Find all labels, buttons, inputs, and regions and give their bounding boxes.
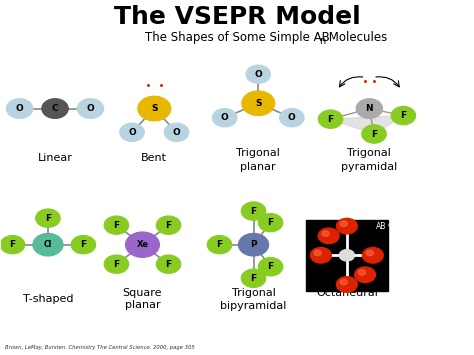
Text: O: O <box>173 128 181 137</box>
Text: F: F <box>9 240 16 249</box>
Text: O: O <box>221 113 228 122</box>
Circle shape <box>212 109 237 127</box>
Text: F: F <box>165 260 172 269</box>
Circle shape <box>318 110 343 129</box>
Circle shape <box>337 218 357 234</box>
Circle shape <box>258 257 283 276</box>
Circle shape <box>36 209 60 227</box>
Text: 6: 6 <box>388 223 392 229</box>
Circle shape <box>340 279 347 285</box>
Circle shape <box>280 109 304 127</box>
Circle shape <box>258 213 283 232</box>
Text: N: N <box>365 104 373 113</box>
Text: C: C <box>52 104 58 113</box>
Text: F: F <box>328 115 334 124</box>
Circle shape <box>358 270 365 275</box>
Circle shape <box>0 235 25 254</box>
Text: S: S <box>255 99 262 108</box>
Text: F: F <box>113 260 119 269</box>
Circle shape <box>242 91 275 116</box>
Circle shape <box>241 202 266 220</box>
Text: Molecules: Molecules <box>325 31 387 44</box>
Ellipse shape <box>359 67 380 92</box>
Circle shape <box>42 99 68 119</box>
Circle shape <box>355 267 375 283</box>
Circle shape <box>126 232 159 257</box>
Circle shape <box>340 221 347 226</box>
Circle shape <box>310 247 331 263</box>
Circle shape <box>77 99 104 119</box>
Circle shape <box>71 235 96 254</box>
Circle shape <box>120 123 145 142</box>
Circle shape <box>362 125 386 143</box>
Circle shape <box>104 255 129 273</box>
Circle shape <box>363 247 383 263</box>
Text: n: n <box>319 36 325 46</box>
Text: F: F <box>250 207 256 215</box>
Text: O: O <box>87 104 94 113</box>
Text: O: O <box>288 113 296 122</box>
Circle shape <box>207 235 232 254</box>
Text: Bent: Bent <box>141 153 167 163</box>
Text: F: F <box>267 218 273 227</box>
Ellipse shape <box>155 73 174 93</box>
Circle shape <box>318 228 339 244</box>
Text: F: F <box>401 111 406 120</box>
Circle shape <box>138 96 171 121</box>
Text: S: S <box>151 104 157 113</box>
Circle shape <box>104 216 129 234</box>
Text: Trigonal: Trigonal <box>347 148 391 158</box>
Text: F: F <box>113 221 119 230</box>
Text: F: F <box>217 240 223 249</box>
Circle shape <box>156 255 181 273</box>
Polygon shape <box>306 220 388 291</box>
Circle shape <box>356 99 383 119</box>
Circle shape <box>337 277 357 292</box>
Text: The VSEPR Model: The VSEPR Model <box>114 5 360 29</box>
Circle shape <box>164 123 189 142</box>
Text: F: F <box>80 240 86 249</box>
Text: O: O <box>16 104 24 113</box>
Text: F: F <box>45 214 51 223</box>
Text: Xe: Xe <box>137 240 148 249</box>
Polygon shape <box>330 116 403 134</box>
Text: Trigonal: Trigonal <box>232 288 275 298</box>
Circle shape <box>6 99 33 119</box>
Circle shape <box>241 269 266 288</box>
Text: Octahedral: Octahedral <box>316 288 378 298</box>
Text: Cl: Cl <box>44 240 52 249</box>
Circle shape <box>238 233 269 256</box>
Ellipse shape <box>135 73 153 93</box>
Circle shape <box>322 231 329 236</box>
Text: Trigonal: Trigonal <box>237 148 280 158</box>
Circle shape <box>246 65 271 83</box>
Text: P: P <box>250 240 257 249</box>
Text: Brown, LeMay, Bursten. Chemistry The Central Science. 2000, page 305: Brown, LeMay, Bursten. Chemistry The Cen… <box>5 345 195 350</box>
Text: F: F <box>267 262 273 271</box>
Circle shape <box>366 250 374 256</box>
Text: T-shaped: T-shaped <box>23 295 73 305</box>
Text: bipyramidal: bipyramidal <box>220 301 287 311</box>
Circle shape <box>33 233 63 256</box>
Text: Square: Square <box>123 288 162 298</box>
Circle shape <box>391 106 416 125</box>
Text: F: F <box>371 130 377 138</box>
Text: F: F <box>165 221 172 230</box>
Text: O: O <box>255 70 262 79</box>
Text: O: O <box>128 128 136 137</box>
Circle shape <box>156 216 181 234</box>
Text: The Shapes of Some Simple AB: The Shapes of Some Simple AB <box>145 31 329 44</box>
Text: F: F <box>250 274 256 283</box>
Text: AB: AB <box>375 222 386 231</box>
Text: planar: planar <box>240 162 276 172</box>
Circle shape <box>339 250 355 261</box>
Text: Linear: Linear <box>37 153 73 163</box>
Text: planar: planar <box>125 300 160 310</box>
Text: pyramidal: pyramidal <box>341 162 398 172</box>
Circle shape <box>314 250 321 256</box>
